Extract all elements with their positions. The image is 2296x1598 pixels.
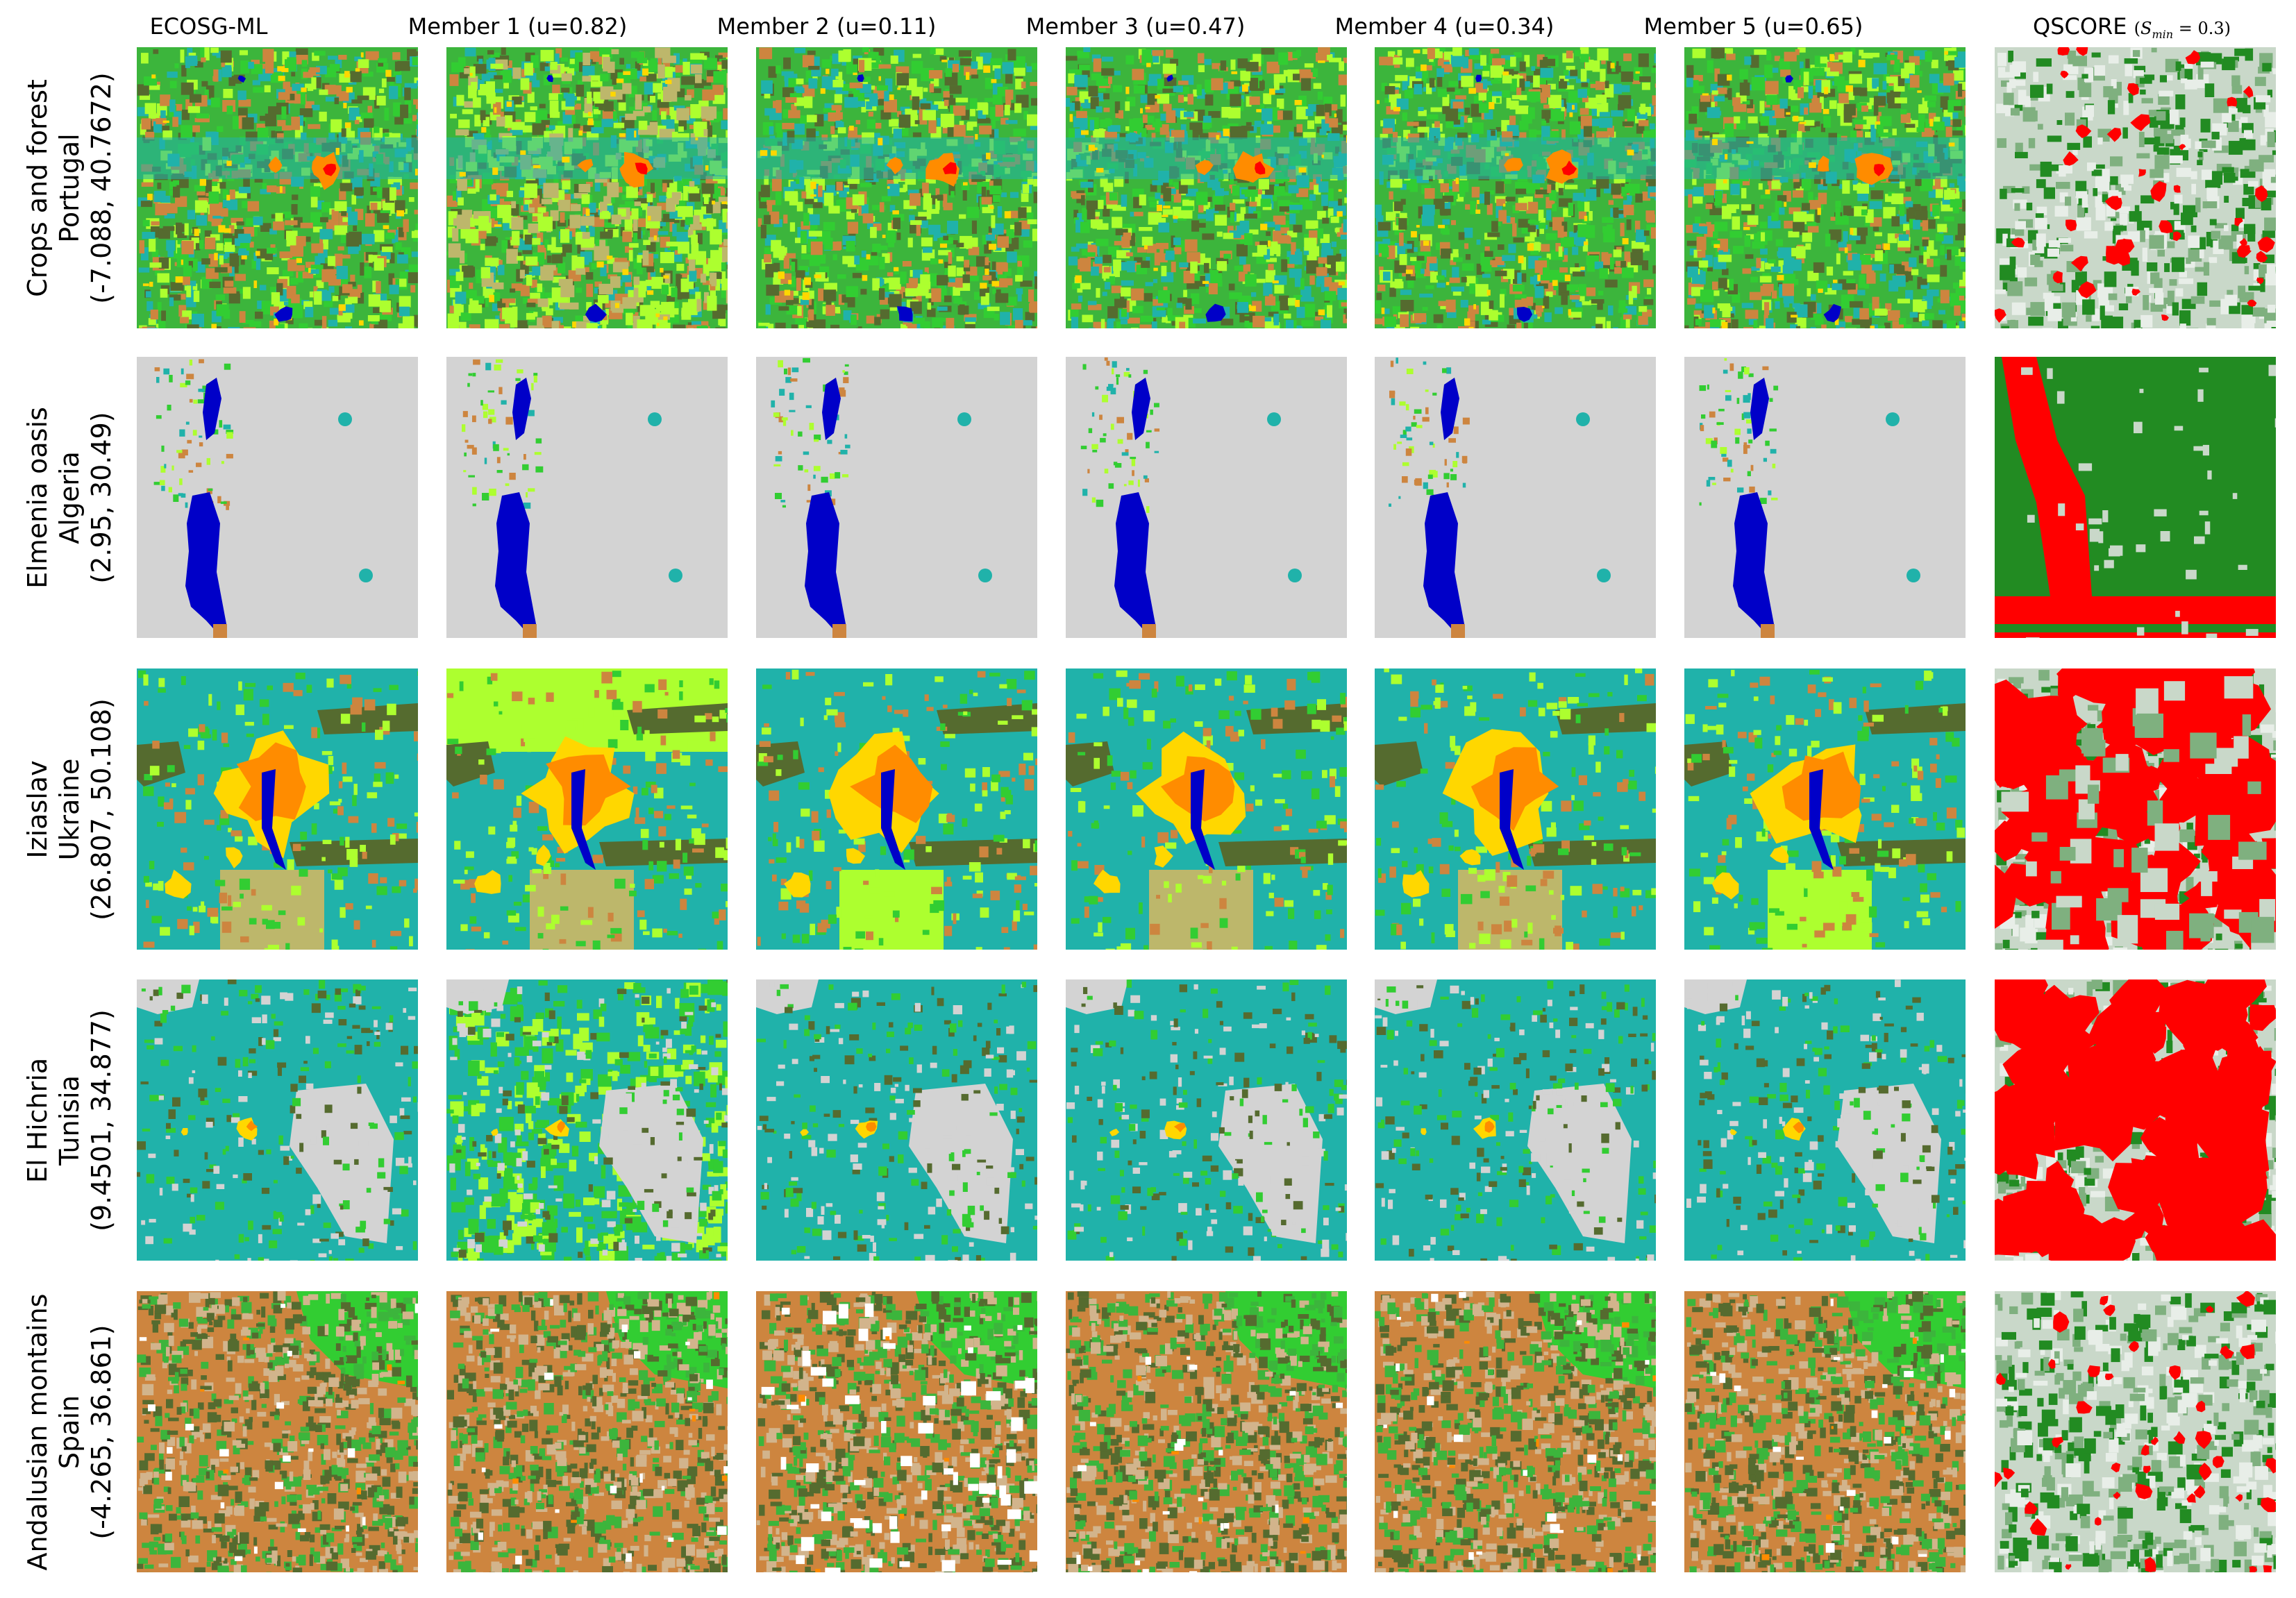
map-panel-tunisia-member-5 bbox=[1684, 979, 1966, 1261]
map-panel-tunisia-qscore bbox=[1995, 979, 2276, 1261]
map-panel-tunisia-member-4 bbox=[1375, 979, 1656, 1261]
column-header-qscore: QSCORE (Smin = 0.3) bbox=[2033, 13, 2231, 41]
row-label-spain: Andalusian montains Spain (-4.265, 36.861) bbox=[22, 1293, 117, 1570]
map-panel-tunisia-member-3 bbox=[1066, 979, 1347, 1261]
map-panel-portugal-member-1 bbox=[446, 47, 728, 328]
map-panel-algeria-member-5 bbox=[1684, 357, 1966, 638]
map-panel-ukraine-member-5 bbox=[1684, 668, 1966, 950]
map-panel-portugal-member-3 bbox=[1066, 47, 1347, 328]
map-panel-spain-member-5 bbox=[1684, 1291, 1966, 1572]
map-panel-ukraine-member-1 bbox=[446, 668, 728, 950]
column-header-ecosg-ml: ECOSG-ML bbox=[149, 13, 268, 40]
map-panel-spain-ecosg-ml bbox=[137, 1291, 418, 1572]
map-panel-algeria-member-1 bbox=[446, 357, 728, 638]
column-header-member-1: Member 1 (u=0.82) bbox=[408, 13, 628, 40]
map-panel-ukraine-qscore bbox=[1995, 668, 2276, 950]
row-label-tunisia: El Hichria Tunisia (9.4501, 34.877) bbox=[22, 1009, 117, 1231]
map-panel-portugal-ecosg-ml bbox=[137, 47, 418, 328]
column-header-member-2: Member 2 (u=0.11) bbox=[717, 13, 937, 40]
map-panel-ukraine-member-3 bbox=[1066, 668, 1347, 950]
map-panel-portugal-member-4 bbox=[1375, 47, 1656, 328]
column-header-member-4: Member 4 (u=0.34) bbox=[1334, 13, 1555, 40]
map-panel-algeria-member-3 bbox=[1066, 357, 1347, 638]
column-header-member-3: Member 3 (u=0.47) bbox=[1025, 13, 1246, 40]
map-panel-spain-member-2 bbox=[756, 1291, 1037, 1572]
map-panel-ukraine-ecosg-ml bbox=[137, 668, 418, 950]
row-label-algeria: Elmenia oasis Algeria (2.95, 30.49) bbox=[22, 406, 117, 589]
map-panel-algeria-member-2 bbox=[756, 357, 1037, 638]
map-panel-ukraine-member-4 bbox=[1375, 668, 1656, 950]
map-panel-portugal-member-5 bbox=[1684, 47, 1966, 328]
map-panel-algeria-qscore bbox=[1995, 357, 2276, 638]
column-header-member-5: Member 5 (u=0.65) bbox=[1643, 13, 1863, 40]
map-panel-algeria-ecosg-ml bbox=[137, 357, 418, 638]
map-panel-algeria-member-4 bbox=[1375, 357, 1656, 638]
map-panel-spain-member-3 bbox=[1066, 1291, 1347, 1572]
map-panel-spain-member-1 bbox=[446, 1291, 728, 1572]
map-panel-portugal-qscore bbox=[1995, 47, 2276, 328]
map-panel-spain-qscore bbox=[1995, 1291, 2276, 1572]
map-panel-tunisia-member-2 bbox=[756, 979, 1037, 1261]
map-panel-ukraine-member-2 bbox=[756, 668, 1037, 950]
row-label-portugal: Crops and forest Portugal (-7.088, 40.7672… bbox=[22, 72, 117, 304]
qscore-threshold: (Smin = 0.3) bbox=[2134, 19, 2231, 41]
map-panel-portugal-member-2 bbox=[756, 47, 1037, 328]
row-label-ukraine: Iziaslav Ukraine (26.807, 50.108) bbox=[22, 698, 117, 920]
map-panel-tunisia-ecosg-ml bbox=[137, 979, 418, 1261]
map-panel-tunisia-member-1 bbox=[446, 979, 728, 1261]
map-panel-spain-member-4 bbox=[1375, 1291, 1656, 1572]
